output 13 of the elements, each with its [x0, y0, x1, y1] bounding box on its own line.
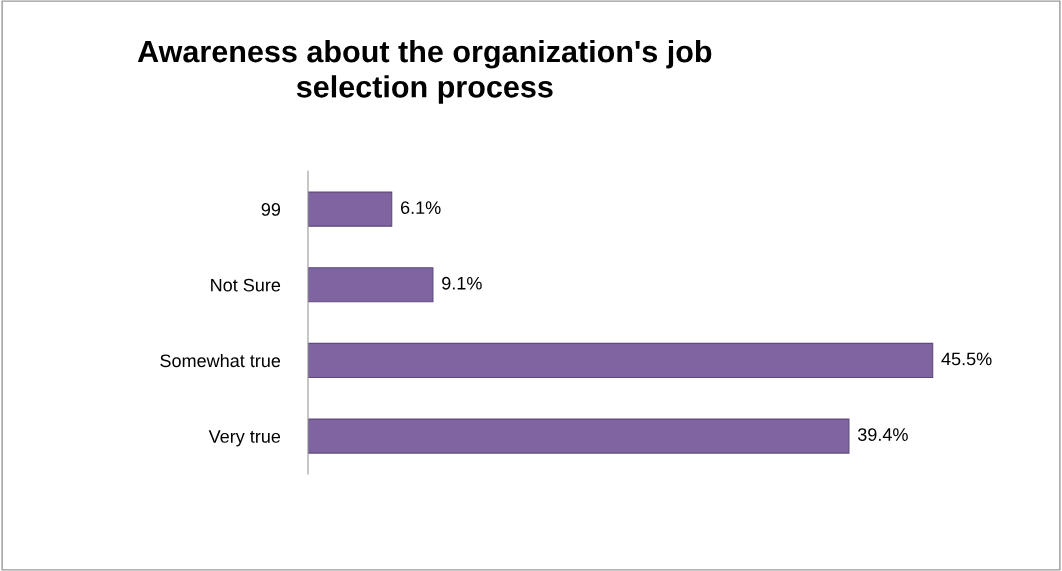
data-label: 9.1% [442, 276, 482, 290]
data-label: 39.4% [857, 428, 908, 441]
data-label: 45.5% [941, 352, 992, 366]
bar [307, 267, 434, 303]
bar [307, 418, 850, 454]
bar [307, 191, 393, 227]
y-tick-label: Very true [208, 430, 281, 447]
y-tick-label: 99 [261, 203, 281, 216]
data-label: 6.1% [400, 201, 441, 214]
y-tick-label: Somewhat true [160, 353, 281, 368]
y-tick-label: Not Sure [211, 278, 281, 292]
chart-title: Awareness about the organization's job selection process [137, 39, 712, 104]
bar [307, 342, 934, 379]
